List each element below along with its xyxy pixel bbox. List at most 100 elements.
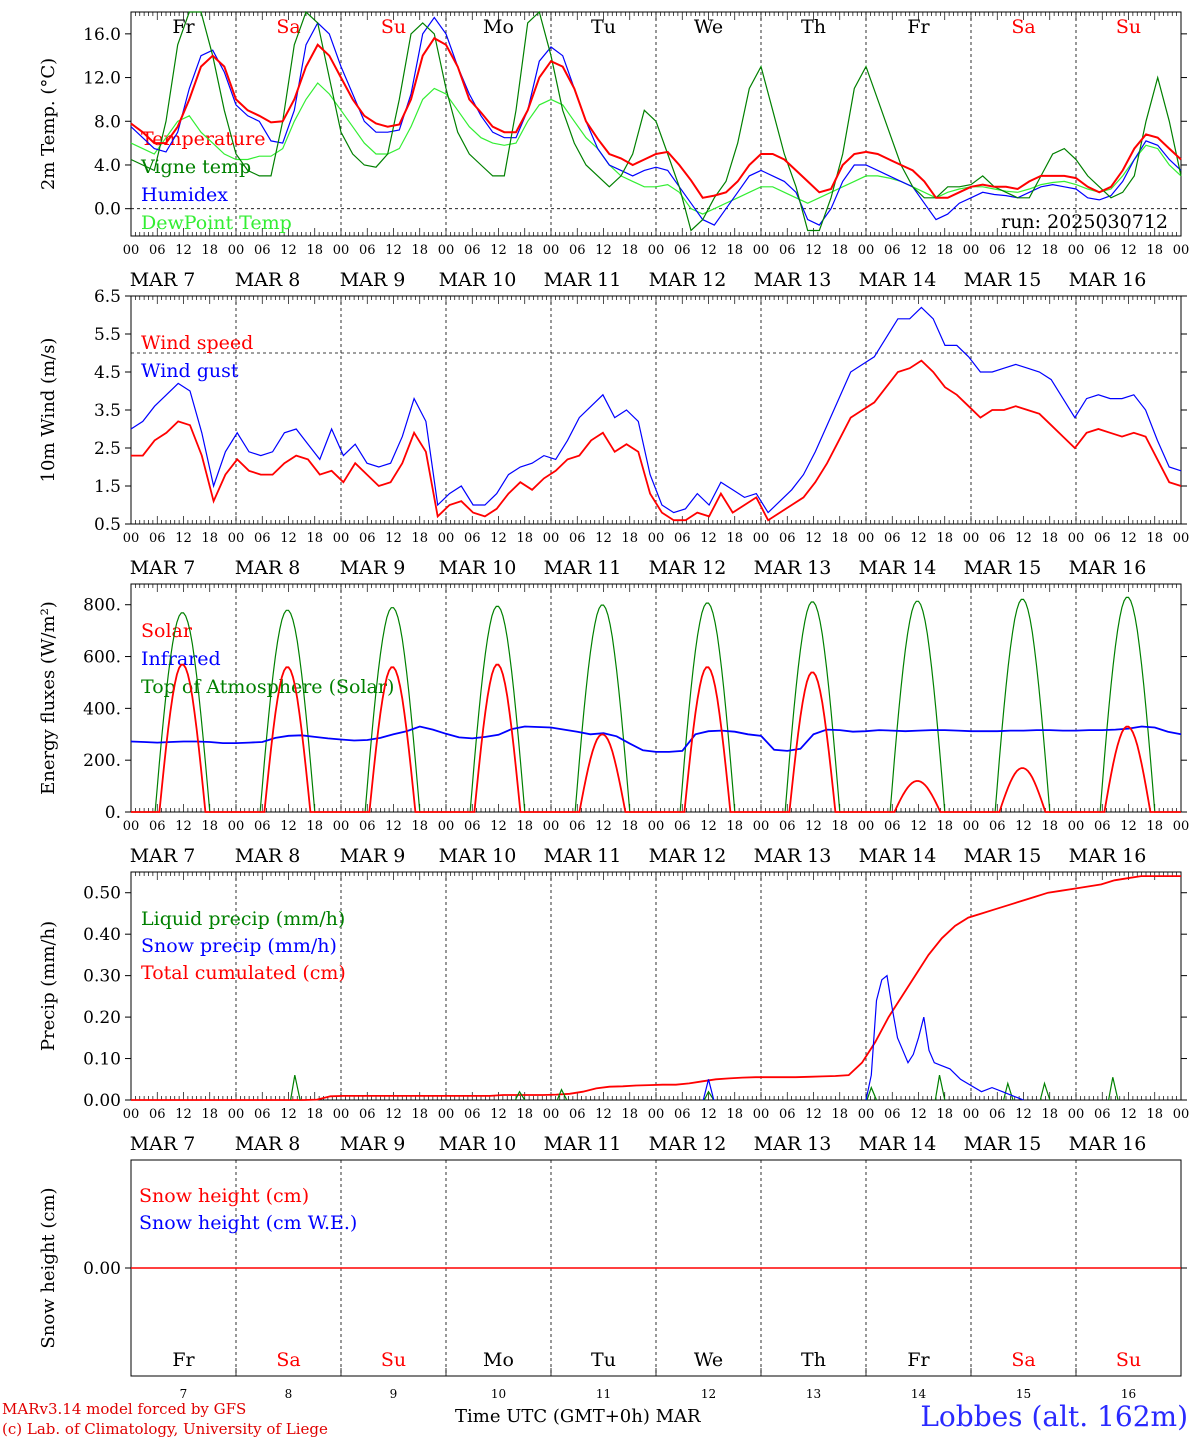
date-label: MAR 7 bbox=[130, 557, 196, 579]
hour-tick-label: 06 bbox=[779, 531, 796, 546]
hour-tick-label: 06 bbox=[254, 1107, 271, 1122]
hour-tick-label: 12 bbox=[280, 819, 297, 834]
snow-precip-event bbox=[702, 1079, 715, 1101]
date-label: MAR 12 bbox=[649, 269, 727, 291]
hour-tick-label: 00 bbox=[858, 243, 875, 258]
day-name-top: Sa bbox=[1011, 16, 1035, 38]
hour-tick-label: 12 bbox=[175, 1107, 192, 1122]
hour-tick-label: 00 bbox=[1173, 531, 1190, 546]
hour-tick-label: 06 bbox=[884, 1107, 901, 1122]
date-label: MAR 11 bbox=[544, 845, 622, 867]
run-annotation: run: 2025030712 bbox=[1001, 211, 1168, 233]
hour-tick-label: 00 bbox=[228, 819, 245, 834]
hour-tick-label: 12 bbox=[280, 243, 297, 258]
hour-tick-label: 00 bbox=[1173, 819, 1190, 834]
date-label: MAR 8 bbox=[235, 269, 301, 291]
legend-vigne-temp: Vigne temp bbox=[140, 156, 251, 178]
series-wind-gust bbox=[130, 306, 1182, 514]
date-label: MAR 15 bbox=[964, 557, 1042, 579]
date-label: MAR 14 bbox=[859, 269, 937, 291]
date-label: MAR 14 bbox=[859, 557, 937, 579]
hour-tick-label: 12 bbox=[1120, 819, 1137, 834]
y-tick-label: 600. bbox=[83, 648, 121, 668]
y-tick-label: 16.0 bbox=[83, 25, 121, 45]
model-credit: MARv3.14 model forced by GFS bbox=[2, 1400, 247, 1418]
hour-tick-label: 18 bbox=[621, 243, 638, 258]
hour-tick-label: 00 bbox=[333, 531, 350, 546]
day-name-top: We bbox=[694, 16, 723, 38]
date-label: MAR 14 bbox=[859, 1133, 937, 1155]
y-tick-label: 6.5 bbox=[94, 287, 121, 307]
day-name-bottom: We bbox=[694, 1349, 723, 1371]
hour-tick-label: 06 bbox=[674, 1107, 691, 1122]
liquid-precip-event bbox=[1108, 1077, 1119, 1101]
hour-tick-label: 18 bbox=[516, 531, 533, 546]
hour-tick-label: 12 bbox=[490, 243, 507, 258]
hour-tick-label: 12 bbox=[595, 531, 612, 546]
day-name-bottom: Sa bbox=[1011, 1349, 1035, 1371]
liquid-precip-event bbox=[514, 1090, 526, 1101]
hour-tick-label: 06 bbox=[359, 819, 376, 834]
y-tick-label: 5.5 bbox=[94, 325, 121, 345]
x-axis-title: Time UTC (GMT+0h) MAR bbox=[455, 1406, 701, 1427]
hour-tick-label: 18 bbox=[306, 243, 323, 258]
hour-tick-label: 06 bbox=[149, 819, 166, 834]
y-axis-title-2: 10m Wind (m/s) bbox=[38, 338, 59, 483]
hour-tick-label: 12 bbox=[1120, 531, 1137, 546]
y-tick-label: 8.0 bbox=[94, 112, 121, 132]
hour-tick-label: 00 bbox=[438, 1107, 455, 1122]
hour-tick-label: 18 bbox=[831, 243, 848, 258]
day-name-top: Tu bbox=[591, 16, 616, 38]
y-tick-label: 800. bbox=[83, 596, 121, 616]
day-number: 14 bbox=[911, 1387, 927, 1400]
date-label: MAR 11 bbox=[544, 1133, 622, 1155]
hour-tick-label: 06 bbox=[569, 531, 586, 546]
y-tick-label: 0.00 bbox=[83, 1091, 121, 1111]
day-name-top: Su bbox=[1116, 16, 1141, 38]
hour-tick-label: 00 bbox=[228, 1107, 245, 1122]
day-name-bottom: Th bbox=[801, 1349, 826, 1371]
liquid-precip-event bbox=[703, 1090, 715, 1101]
date-label: MAR 11 bbox=[544, 557, 622, 579]
y-tick-label: 12.0 bbox=[83, 69, 121, 89]
day-name-top: Mo bbox=[483, 16, 514, 38]
hour-tick-label: 18 bbox=[621, 819, 638, 834]
legend-infrared: Infrared bbox=[141, 648, 221, 670]
hour-tick-label: 12 bbox=[490, 819, 507, 834]
date-label: MAR 10 bbox=[439, 1133, 517, 1155]
hour-tick-label: 00 bbox=[228, 243, 245, 258]
y-tick-label: 0. bbox=[105, 803, 121, 823]
hour-tick-label: 06 bbox=[254, 531, 271, 546]
hour-tick-label: 06 bbox=[149, 531, 166, 546]
hour-tick-label: 12 bbox=[1015, 1107, 1032, 1122]
hour-tick-label: 12 bbox=[175, 531, 192, 546]
legend-wind-speed: Wind speed bbox=[141, 332, 253, 354]
legend-wind-gust: Wind gust bbox=[141, 360, 239, 382]
hour-tick-label: 06 bbox=[569, 819, 586, 834]
hour-tick-label: 06 bbox=[989, 1107, 1006, 1122]
y-axis-title-3: Energy fluxes (W/m²) bbox=[38, 601, 59, 795]
hour-tick-label: 18 bbox=[201, 243, 218, 258]
hour-tick-label: 00 bbox=[963, 819, 980, 834]
hour-tick-label: 18 bbox=[306, 531, 323, 546]
day-number: 16 bbox=[1121, 1387, 1136, 1400]
hour-tick-label: 12 bbox=[280, 531, 297, 546]
legend-snow-precip-mm-h: Snow precip (mm/h) bbox=[141, 935, 337, 957]
hour-tick-label: 12 bbox=[805, 1107, 822, 1122]
legend-snow-height-cm-w-e: Snow height (cm W.E.) bbox=[139, 1212, 357, 1234]
y-axis-title-4: Precip (mm/h) bbox=[38, 921, 59, 1051]
hour-tick-label: 00 bbox=[648, 1107, 665, 1122]
date-label: MAR 15 bbox=[964, 269, 1042, 291]
hour-tick-label: 12 bbox=[175, 243, 192, 258]
hour-tick-label: 06 bbox=[569, 243, 586, 258]
date-label: MAR 12 bbox=[649, 1133, 727, 1155]
day-number: 10 bbox=[491, 1387, 506, 1400]
hour-tick-label: 18 bbox=[831, 819, 848, 834]
hour-tick-label: 00 bbox=[438, 243, 455, 258]
hour-tick-label: 00 bbox=[123, 819, 140, 834]
hour-tick-label: 06 bbox=[884, 531, 901, 546]
legend-liquid-precip-mm-h: Liquid precip (mm/h) bbox=[141, 908, 345, 930]
date-label: MAR 9 bbox=[340, 269, 406, 291]
date-label: MAR 7 bbox=[130, 269, 196, 291]
hour-tick-label: 18 bbox=[831, 1107, 848, 1122]
